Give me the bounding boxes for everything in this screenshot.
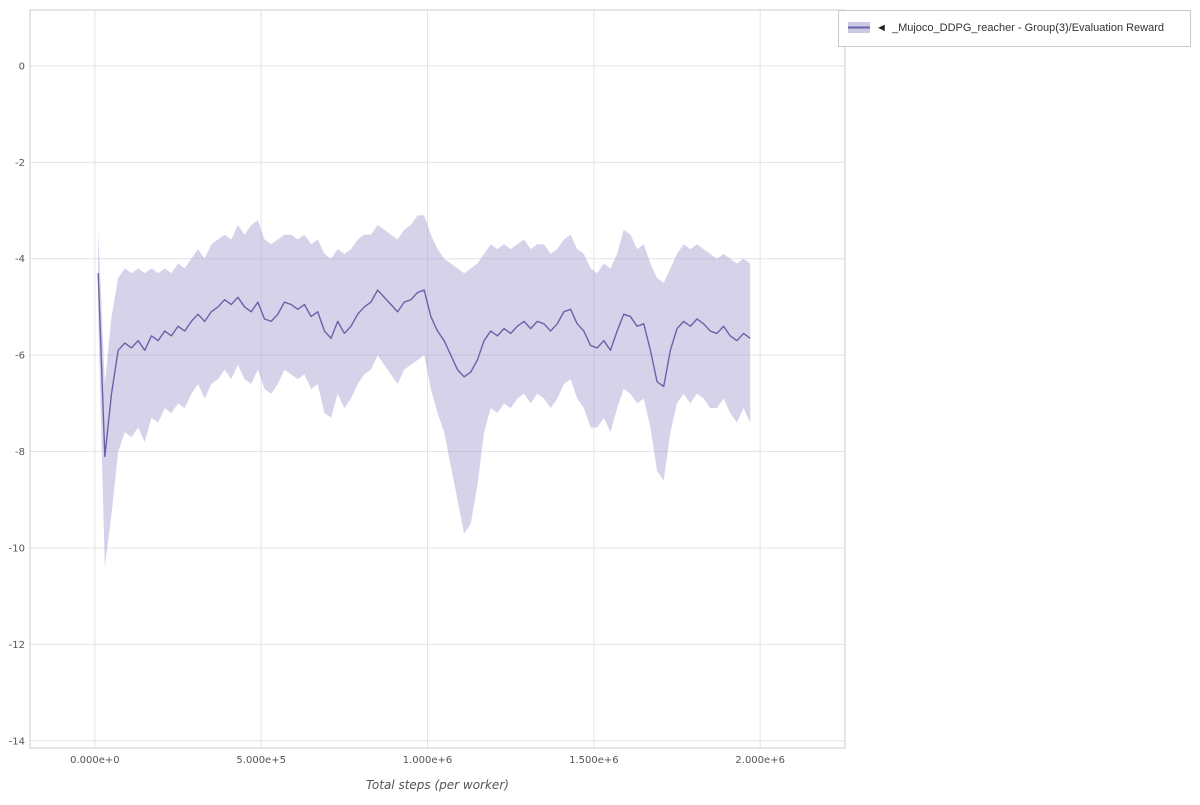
y-tick-label: -8: [15, 447, 25, 458]
legend-band-swatch-icon: [848, 22, 870, 33]
legend-series-label: _Mujoco_DDPG_reacher - Group(3)/Evaluati…: [891, 22, 1165, 34]
x-tick-label: 1.500e+6: [569, 755, 619, 766]
legend-item[interactable]: ◄ _Mujoco_DDPG_reacher - Group(3)/Evalua…: [848, 18, 1181, 39]
y-tick-label: -10: [9, 543, 25, 554]
series-line: [97, 273, 751, 458]
x-tick-label: 0.000e+0: [70, 755, 120, 766]
y-tick-label: -14: [9, 736, 25, 747]
x-tick-label: 5.000e+5: [236, 755, 286, 766]
y-tick-label: -2: [15, 158, 25, 169]
legend-entry: ◄ _Mujoco_DDPG_reacher - Group(3)/Evalua…: [876, 18, 1164, 39]
x-tick-label: 2.000e+6: [735, 755, 785, 766]
y-tick-label: -6: [15, 351, 25, 362]
legend-box: ◄ _Mujoco_DDPG_reacher - Group(3)/Evalua…: [838, 10, 1191, 47]
y-tick-label: 0: [19, 61, 25, 72]
y-tick-label: -12: [9, 640, 25, 651]
plot-border: [29, 9, 846, 749]
confidence-band: [98, 215, 751, 568]
x-tick-label: 1.000e+6: [403, 755, 453, 766]
collapse-triangle-icon[interactable]: ◄: [876, 22, 887, 34]
y-tick-label: -4: [15, 254, 25, 265]
x-axis-label: Total steps (per worker): [366, 778, 509, 792]
